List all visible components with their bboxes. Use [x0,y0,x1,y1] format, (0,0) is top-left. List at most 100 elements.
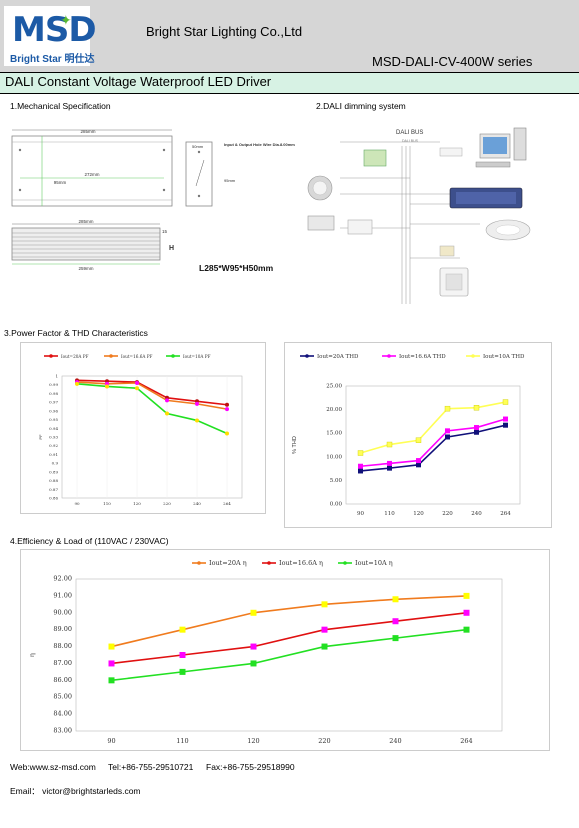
footer-email: Email： victor@brightstarleds.com [10,786,141,796]
data-point [195,401,199,406]
dim-bottom-label: 259mm [78,266,93,271]
legend-label: Iout=16.6A PF [121,354,153,359]
side-view-outline [185,141,213,207]
data-point [463,626,470,633]
data-point [250,643,257,650]
x-tick-label: 120 [413,511,424,517]
keyboard-icon [475,161,511,168]
power-supply-icon [347,219,373,235]
y-tick-label: 0.89 [49,469,58,474]
section-dali: 2.DALI dimming system [316,101,406,111]
dim-h-label: H [169,245,174,252]
data-point [165,411,169,416]
y-axis-label: % THD [292,436,298,454]
y-tick-label: 0.96 [49,408,58,413]
data-point [392,635,399,642]
x-tick-label: 240 [193,501,201,506]
legend-label: Iout=20A PF [61,354,89,359]
company-logo: MSD ✦ Bright Star 明仕达 [4,6,97,66]
y-tick-label: 86.00 [53,676,72,684]
y-tick-label: 91.00 [53,591,72,599]
y-tick-label: 89.00 [53,625,72,633]
data-point [473,405,480,411]
legend-marker [305,354,309,358]
dim-side-w-label: 50mm [192,144,204,149]
hole-note: Input & Output Hole Wire Dia.8.00mm [224,142,295,147]
section-efficiency: 4.Efficiency & Load of (110VAC / 230VAC) [10,536,169,546]
data-point [445,434,450,440]
dali-module [363,149,387,167]
footer-tel: Tel:+86-755-29510721 [108,762,194,772]
data-point [387,465,392,471]
x-tick-label: 120 [133,501,141,506]
data-point [108,677,115,684]
pf-chart: 1 0.99 0.98 0.97 0.96 0.95 0.94 0.93 0.92 0.91 0.9… [38,354,243,506]
efficiency-chart: 92.00 91.00 90.00 89.00 88.00 87.00 86.00 85.00… [29,559,503,745]
x-tick-label: 264 [460,737,472,745]
data-point [225,407,229,412]
data-point [179,668,186,675]
top-view-outline [11,135,173,207]
data-point [503,416,508,422]
y-axis-label: PF [38,434,43,440]
x-tick-label: 120 [247,737,259,745]
y-tick-label: 0.87 [49,487,58,492]
y-tick-label: 20.00 [326,407,342,413]
x-tick-label: 220 [442,511,453,517]
dali-bus-label: DALI BUS [396,130,423,136]
series-line [360,424,506,472]
data-point [386,441,393,448]
computer-tower-icon [513,127,527,161]
legend-marker [49,354,53,358]
x-tick-label: 110 [384,511,395,517]
section-mechanical: 1.Mechanical Specification [10,101,111,111]
legend-label: Iout=10A η [355,559,393,567]
data-point [416,462,421,468]
data-point [474,429,479,435]
y-tick-label: 0.95 [49,417,58,422]
data-point [357,450,364,456]
y-tick-label: 0.93 [49,435,58,440]
y-tick-label: 83.00 [53,727,72,735]
y-tick-label: 15.00 [326,431,342,437]
y-tick-label: 1 [55,374,58,379]
y-tick-label: 90.00 [53,608,72,616]
dimension-summary: L285*W95*H50mm [199,263,274,273]
legend-label: Iout=20A THD [317,354,359,360]
legend-label: Iout=20A η [209,559,247,567]
data-point [165,398,169,403]
y-axis-label: η [29,653,36,657]
x-tick-label: 90 [74,501,80,506]
x-tick-label: 110 [103,501,111,506]
data-point [474,425,479,431]
y-tick-label: 92.00 [53,575,72,583]
legend-label: Iout=10A THD [483,354,525,360]
x-tick-label: 90 [107,737,115,745]
y-tick-label: 85.00 [53,693,72,701]
dim-height-label: 95mm [54,180,67,185]
y-tick-label: 84.00 [53,710,72,718]
product-series: MSD-DALI-CV-400W series [372,54,533,69]
footer-web: Web:www.sz-msd.com [10,762,96,772]
y-tick-label: 0.98 [49,391,58,396]
y-tick-label: 0.86 [49,496,58,501]
y-tick-label: 25.00 [326,384,342,390]
company-name: Bright Star Lighting Co.,Ltd [146,24,303,39]
x-tick-label: 264 [500,511,511,517]
data-point [135,380,139,385]
legend-marker [109,354,113,358]
dim-top-label: 285mm [80,129,95,134]
series-line [111,611,467,665]
data-point [225,402,229,407]
data-point [250,609,257,616]
y-tick-label: 88.00 [53,642,72,650]
series-line [76,381,228,410]
logo-star-icon: ✦ [60,12,72,28]
data-point [105,384,109,389]
series-line [76,383,228,435]
thd-chart: 25.00 20.00 15.00 10.00 5.00 0.00 % THD 90 110 12… [292,354,525,517]
legend-marker [267,561,271,565]
x-tick-label: 220 [318,737,330,745]
legend-label: Iout=10A PF [183,354,211,359]
data-point [392,618,399,625]
